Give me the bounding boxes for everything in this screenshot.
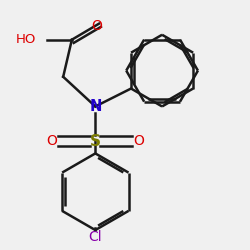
Text: O: O <box>91 19 102 33</box>
Text: O: O <box>47 134 58 148</box>
Text: O: O <box>133 134 144 148</box>
Text: Cl: Cl <box>88 230 102 244</box>
Text: N: N <box>89 99 102 114</box>
Text: HO: HO <box>16 33 36 46</box>
Text: S: S <box>90 134 101 148</box>
